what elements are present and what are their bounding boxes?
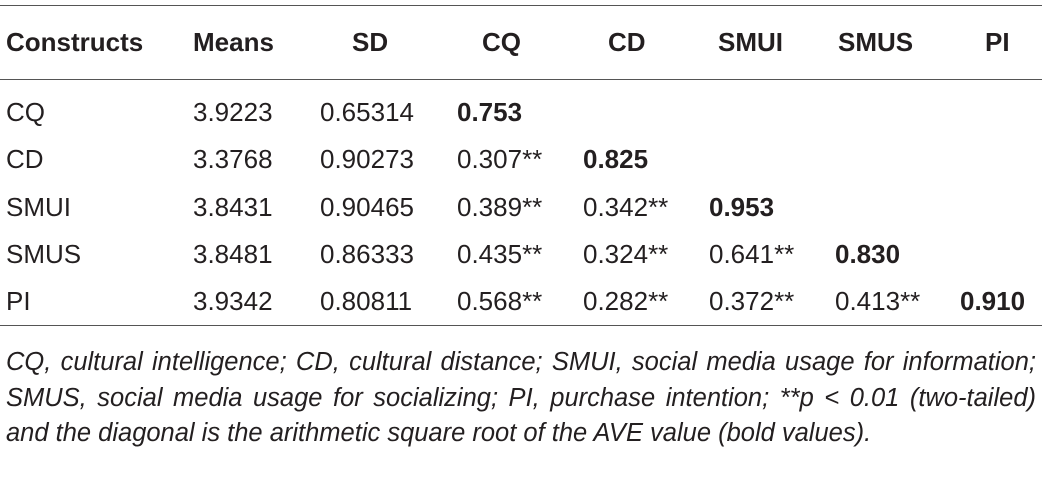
table-cell: 0.641** <box>709 239 795 269</box>
table-cell: 0.372** <box>709 286 795 316</box>
table-cell: 0.568** <box>457 286 543 316</box>
column-header: Constructs <box>6 27 144 57</box>
diagonal-cell: 0.825 <box>583 144 649 174</box>
table-cell: 0.342** <box>583 192 669 222</box>
bottom-rule <box>0 325 1042 326</box>
table-cell: 0.90465 <box>320 192 414 222</box>
table-note: CQ, cultural intelligence; CD, cultural … <box>6 348 1036 447</box>
row-label: SMUI <box>6 192 71 222</box>
table-cell: 0.86333 <box>320 239 414 269</box>
table-cell: 3.9223 <box>193 97 273 127</box>
table-cell: 0.389** <box>457 192 543 222</box>
diagonal-cell: 0.910 <box>960 286 1026 316</box>
table-cell: 3.8481 <box>193 239 273 269</box>
table-cell: 0.282** <box>583 286 669 316</box>
row-label: CD <box>6 144 44 174</box>
table-cell: 3.9342 <box>193 286 273 316</box>
row-label: SMUS <box>6 239 82 269</box>
table-cell: 0.80811 <box>320 286 413 316</box>
header-rule <box>0 79 1042 80</box>
table-cell: 0.413** <box>835 286 921 316</box>
row-label: PI <box>6 286 31 316</box>
table-cell: 0.324** <box>583 239 669 269</box>
column-header: CQ <box>482 27 521 57</box>
diagonal-cell: 0.953 <box>709 192 775 222</box>
column-header: CD <box>608 27 646 57</box>
table-cell: 0.307** <box>457 144 543 174</box>
table-cell: 3.3768 <box>193 144 273 174</box>
table-cell: 0.435** <box>457 239 543 269</box>
diagonal-cell: 0.753 <box>457 97 523 127</box>
table-cell: 3.8431 <box>193 192 273 222</box>
table-cell: 0.65314 <box>320 97 414 127</box>
column-header: PI <box>985 27 1010 57</box>
column-header: SD <box>352 27 389 57</box>
top-rule <box>0 5 1042 6</box>
row-label: CQ <box>6 97 45 127</box>
column-header: SMUS <box>838 27 914 57</box>
column-header: SMUI <box>718 27 783 57</box>
table-cell: 0.90273 <box>320 144 414 174</box>
column-header: Means <box>193 27 274 57</box>
diagonal-cell: 0.830 <box>835 239 901 269</box>
